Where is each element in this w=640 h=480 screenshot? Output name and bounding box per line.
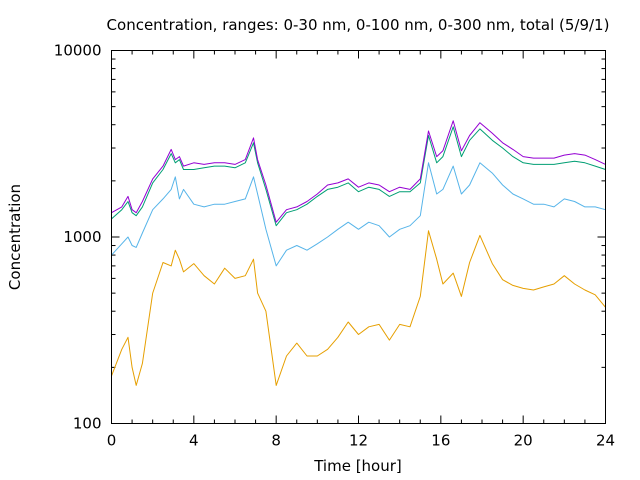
y-tick-label: 100 [73, 415, 102, 433]
x-tick-label: 0 [107, 432, 117, 450]
x-tick-label: 20 [514, 432, 533, 450]
series-line-2 [111, 162, 606, 267]
chart-title: Concentration, ranges: 0-30 nm, 0-100 nm… [107, 16, 610, 34]
series-line-1 [111, 230, 606, 386]
y-tick-label: 1000 [63, 228, 101, 246]
plot-frame [111, 50, 606, 424]
x-tick-label: 16 [431, 432, 450, 450]
plot-series [111, 120, 606, 386]
x-tick-label: 12 [349, 432, 368, 450]
x-tick-label: 4 [189, 432, 199, 450]
x-axis-label: Time [hour] [313, 457, 402, 475]
series-line-3 [111, 126, 606, 227]
x-tick-label: 8 [271, 432, 281, 450]
y-axis-label: Concentration [6, 184, 24, 290]
series-line-4 [111, 120, 606, 223]
x-tick-label: 24 [596, 432, 615, 450]
y-tick-label: 10000 [54, 42, 102, 60]
axis-ticks: 0 4 8 12 16 20 24 100 1000 10000 [54, 42, 615, 450]
